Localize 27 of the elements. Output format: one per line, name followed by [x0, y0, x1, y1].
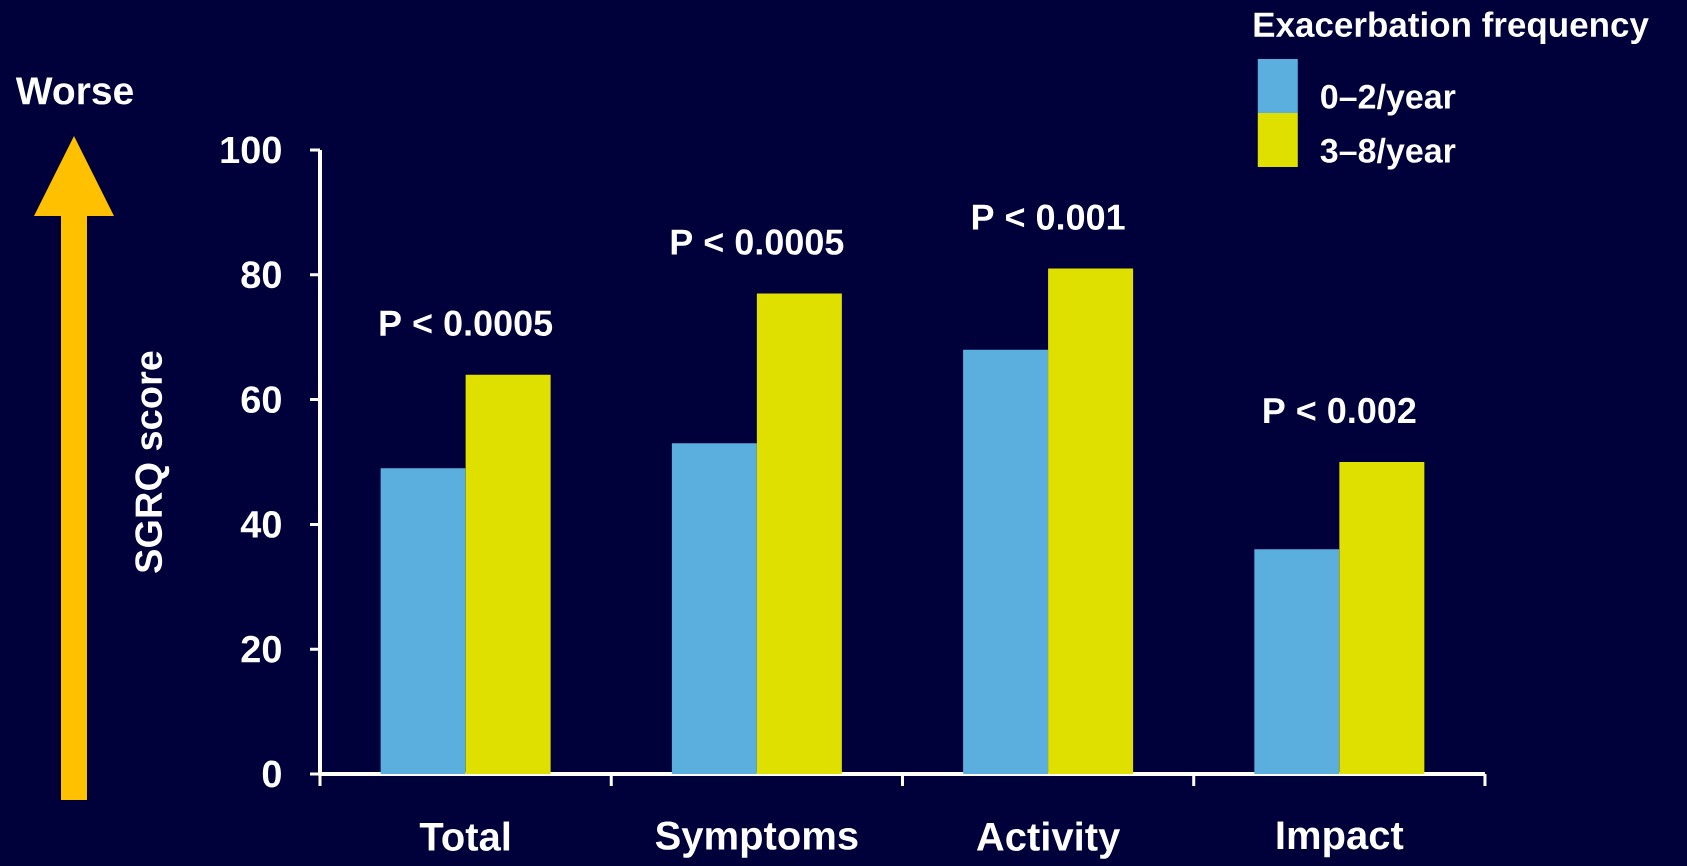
x-tick-label: Symptoms [655, 821, 858, 858]
y-tick-label: 80 [241, 261, 281, 289]
y-tick-label: 20 [241, 635, 281, 663]
x-tick-label: Impact [1277, 821, 1404, 858]
bar [1048, 268, 1134, 774]
bar [1339, 462, 1425, 774]
legend-label: 0–2/year [1321, 83, 1456, 116]
y-axis-title: SGRQ score [135, 351, 170, 573]
bar [380, 468, 466, 774]
y-tick-label: 0 [262, 760, 281, 788]
x-tick-label: Activity [976, 821, 1121, 859]
bar [756, 293, 842, 774]
x-tick-label: Total [419, 821, 510, 851]
legend-title: Exacerbation frequency [1254, 11, 1649, 44]
annotation: P < 0.002 [1264, 397, 1416, 424]
legend-label: 3–8/year [1320, 137, 1456, 170]
annotation: P < 0.0005 [671, 229, 844, 255]
bar [963, 349, 1049, 774]
y-tick-label: 40 [240, 510, 281, 538]
bar [1254, 549, 1340, 774]
text: Worse [15, 77, 133, 105]
annotation: P < 0.001 [972, 204, 1125, 230]
bar [671, 443, 757, 774]
bar [465, 374, 551, 774]
y-tick-label: 60 [241, 386, 281, 414]
y-tick-label: 100 [221, 136, 281, 164]
annotation: P < 0.0005 [380, 310, 553, 336]
